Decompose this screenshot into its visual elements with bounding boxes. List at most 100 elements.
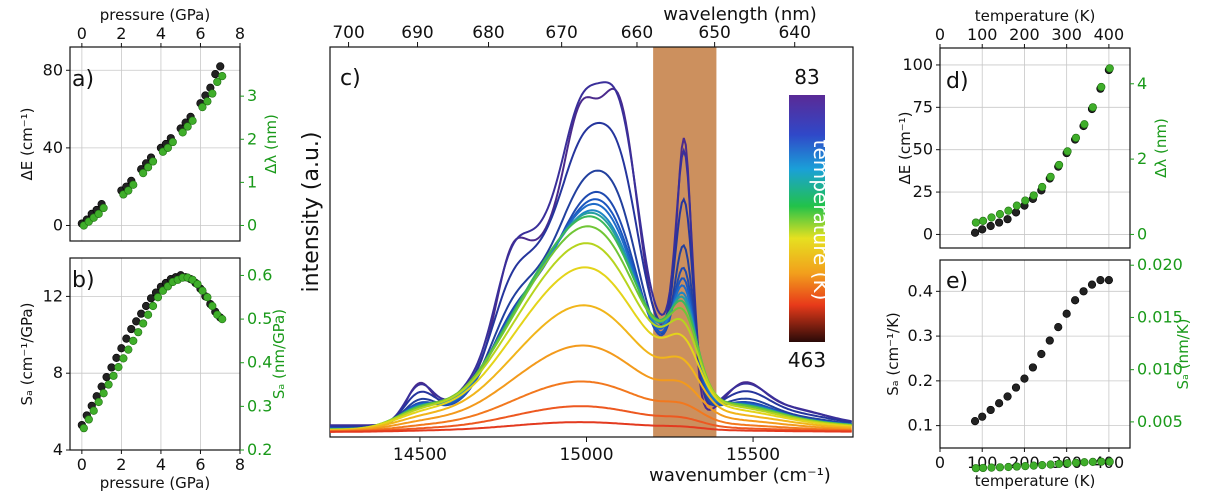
data-point-green — [183, 122, 192, 131]
spectrum-line — [330, 87, 852, 427]
y-tick-label: 0.1 — [908, 416, 933, 435]
x-tick-label: 0 — [935, 453, 945, 472]
x2-tick-label: 690 — [401, 23, 433, 43]
y-tick-label: 0.2 — [908, 371, 933, 390]
data-point-green — [971, 218, 980, 227]
y2-tick-label: 0 — [247, 215, 257, 234]
x-axis-label: wavenumber (cm⁻¹) — [649, 465, 831, 486]
x-tick-label: 2 — [116, 455, 126, 474]
data-point-green — [148, 157, 158, 166]
y-tick-label: 8 — [53, 363, 63, 382]
spectrum-line — [330, 421, 852, 433]
data-point-green — [109, 371, 118, 380]
y2-tick-label: 2 — [247, 129, 257, 148]
y-tick-label: 25 — [913, 182, 933, 201]
y2-tick-label: 2 — [1137, 149, 1147, 168]
x-tick-label: 100 — [967, 25, 998, 44]
data-point-green — [1038, 182, 1047, 192]
x2-tick-label: 680 — [472, 23, 504, 43]
data-point-green — [1046, 460, 1055, 469]
y-tick-label: 80 — [43, 60, 63, 79]
x2-tick-label: 660 — [621, 23, 653, 43]
data-point-green — [1080, 458, 1089, 467]
y2-tick-label: 0.2 — [247, 440, 272, 459]
data-point-green — [218, 71, 227, 81]
data-point-green — [1063, 147, 1072, 156]
panel-b-letter: b) — [72, 268, 95, 293]
data-point-green — [208, 301, 217, 311]
y2-tick-label: 4 — [1137, 74, 1147, 93]
x-tick-label: 14500 — [393, 445, 447, 465]
data-point-green — [168, 137, 177, 147]
data-point-green — [1080, 120, 1089, 129]
data-point-green — [1004, 462, 1013, 472]
y-tick-label: 0.3 — [908, 326, 933, 345]
panel-c-letter: c) — [340, 66, 361, 91]
data-point-green — [84, 415, 93, 424]
data-point-black — [142, 301, 151, 311]
x-tick-label: 6 — [195, 24, 205, 43]
data-point-green — [178, 128, 187, 137]
y2-tick-label: 3 — [247, 86, 257, 105]
y2-tick-label: 0.4 — [247, 353, 272, 372]
data-point-black — [1054, 323, 1063, 332]
colorbar-top-label: 83 — [794, 65, 819, 89]
data-point-black — [1037, 349, 1046, 359]
data-point-green — [143, 310, 153, 319]
data-point-black — [1104, 276, 1113, 285]
x-tick-label: 8 — [235, 24, 245, 43]
data-point-green — [119, 354, 128, 363]
y-tick-label: 40 — [43, 138, 63, 157]
data-point-green — [1097, 457, 1106, 466]
colorbar-bottom-label: 463 — [788, 348, 826, 372]
x-tick-label: 0 — [935, 25, 945, 44]
data-point-black — [995, 399, 1004, 408]
data-point-green — [208, 89, 217, 98]
data-point-green — [94, 397, 103, 407]
data-point-black — [978, 225, 987, 234]
data-point-green — [139, 169, 148, 178]
y2-axis-label: Δλ (nm) — [262, 114, 280, 174]
x-tick-label: 6 — [195, 455, 205, 474]
data-point-black — [107, 363, 116, 372]
y-tick-label: 75 — [913, 97, 933, 116]
plot-frame — [939, 47, 1131, 249]
data-point-green — [1088, 457, 1097, 466]
data-point-black — [1062, 309, 1071, 318]
x-tick-label: 300 — [1051, 25, 1082, 44]
data-point-green — [1021, 196, 1030, 205]
data-point-black — [1087, 280, 1097, 289]
spectrum-line — [330, 190, 852, 430]
y2-tick-label: 0.010 — [1137, 360, 1183, 379]
data-point-green — [978, 216, 988, 225]
spectrum-line — [330, 81, 852, 427]
data-point-black — [216, 62, 225, 71]
spectrum-line — [330, 169, 852, 429]
spectrum-line — [330, 225, 852, 431]
x-tick-label: 400 — [1094, 25, 1125, 44]
y-axis-label: Sₐ (cm⁻¹/GPa) — [18, 303, 36, 406]
y-axis-label: Sₐ (cm⁻¹/K) — [884, 312, 902, 396]
x-tick-label: 0 — [77, 455, 87, 474]
spectrum-line — [330, 304, 852, 432]
data-point-black — [1028, 363, 1037, 372]
data-point-black — [995, 218, 1004, 227]
spectrum-line — [330, 266, 852, 431]
data-point-green — [213, 77, 222, 87]
data-point-green — [153, 293, 163, 302]
data-point-green — [129, 180, 138, 189]
plot-frame — [69, 46, 241, 242]
y2-tick-label: 0.020 — [1137, 255, 1183, 274]
data-point-green — [1071, 458, 1081, 467]
colorbar — [789, 95, 825, 342]
y2-tick-label: 0.5 — [247, 309, 272, 328]
y2-axis-label: Δλ (nm) — [1152, 118, 1170, 178]
data-point-green — [1038, 460, 1047, 470]
data-point-green — [99, 203, 108, 213]
spectrum-line — [329, 242, 852, 431]
panel-a-letter: a) — [72, 67, 94, 92]
y2-tick-label: 0.005 — [1137, 412, 1183, 431]
x2-tick-label: 670 — [545, 23, 577, 43]
